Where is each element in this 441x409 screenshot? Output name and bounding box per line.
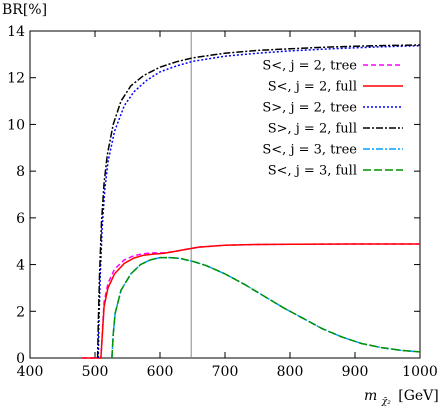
y-tick-label: 2 — [16, 304, 25, 320]
x-tick-label: 700 — [212, 364, 239, 380]
legend-label-3: S>, j = 2, tree — [262, 101, 357, 116]
legend-label-4: S>, j = 2, full — [268, 122, 357, 137]
axis-ticks — [29, 30, 421, 359]
legend-label-2: S<, j = 2, full — [268, 80, 357, 95]
plot-background — [29, 30, 421, 359]
y-axis-label: BR[%] — [2, 2, 47, 18]
series-line-3 — [97, 44, 421, 359]
series-layer — [82, 44, 421, 359]
legend-label-6: S<, j = 3, full — [268, 164, 357, 179]
series-line-2 — [82, 243, 420, 359]
y-tick-label: 0 — [16, 351, 25, 367]
y-tick-label: 6 — [16, 211, 25, 227]
x-tick-label: 600 — [147, 364, 174, 380]
x-tick-label: 1000 — [402, 364, 438, 380]
legend-label-1: S<, j = 2, tree — [262, 59, 357, 74]
x-axis-label: m χ̃₂ [GeV] — [364, 388, 439, 408]
y-tick-label: 14 — [7, 24, 25, 40]
series-line-4 — [96, 44, 421, 359]
legend-label-5: S<, j = 3, tree — [262, 143, 357, 158]
x-axis-label-main: m — [364, 388, 377, 404]
y-tick-label: 4 — [16, 258, 25, 274]
plot-frame — [29, 30, 421, 359]
y-tick-label: 12 — [7, 71, 25, 87]
x-tick-label: 500 — [82, 364, 109, 380]
y-tick-label: 8 — [16, 164, 25, 180]
x-tick-label: 400 — [17, 364, 44, 380]
axis-tick-labels: 400 500 600 700 800 900 1000 0 2 4 6 8 10 12 14 — [7, 24, 438, 380]
series-line-6 — [111, 256, 421, 359]
legend: S<, j = 2, tree S<, j = 2, full S>, j = 2,… — [262, 59, 403, 179]
x-axis-label-subscript: χ̃₂ — [381, 396, 391, 407]
y-tick-label: 10 — [7, 117, 25, 133]
x-tick-label: 900 — [342, 364, 369, 380]
x-tick-label: 800 — [277, 364, 304, 380]
x-axis-label-unit: [GeV] — [398, 388, 439, 404]
